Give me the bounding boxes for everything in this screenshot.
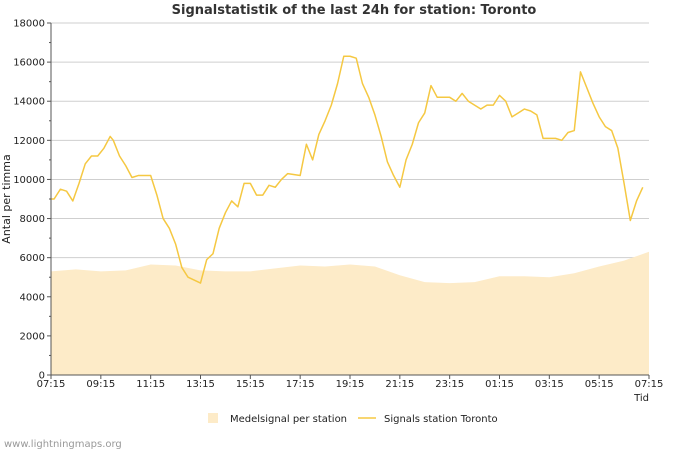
- series-line-toronto: [51, 55, 644, 284]
- y-tick-label: 8000: [20, 214, 45, 225]
- legend-label-0: Medelsignal per station: [230, 414, 347, 425]
- x-tick-label: 15:15: [236, 379, 265, 390]
- x-tick-label: 21:15: [385, 379, 414, 390]
- x-tick-label: 11:15: [136, 379, 165, 390]
- y-tick-label: 4000: [20, 292, 45, 303]
- y-tick-label: 10000: [13, 175, 45, 186]
- y-tick-label: 12000: [13, 136, 45, 147]
- credit-text: www.lightningmaps.org: [4, 439, 122, 450]
- x-tick-label: 07:15: [635, 379, 664, 390]
- x-tick-label: 01:15: [485, 379, 514, 390]
- y-tick-label: 2000: [20, 331, 45, 342]
- x-axis-label: Tid: [633, 393, 649, 404]
- y-tick-label: 14000: [13, 97, 45, 108]
- x-tick-label: 17:15: [286, 379, 315, 390]
- y-tick-label: 0: [39, 371, 45, 382]
- x-tick-label: 13:15: [186, 379, 215, 390]
- plot-area: 0 2000 4000 6000 8000 10000 12000 14000 16000 180…: [13, 19, 663, 391]
- x-tick-label: 07:15: [37, 379, 66, 390]
- legend: Medelsignal per station Signals station T…: [208, 413, 498, 425]
- legend-swatch-medelsignal: [208, 413, 218, 423]
- y-axis-label: Antal per timma: [0, 154, 13, 243]
- x-tick-label: 09:15: [86, 379, 115, 390]
- x-tick-label: 19:15: [336, 379, 365, 390]
- x-tick-label: 05:15: [585, 379, 614, 390]
- y-tick-label: 16000: [13, 58, 45, 69]
- x-tick-label: 23:15: [435, 379, 464, 390]
- y-tick-label: 6000: [20, 253, 45, 264]
- y-tick-label: 18000: [13, 19, 45, 30]
- legend-label-1: Signals station Toronto: [384, 414, 498, 425]
- chart-title: Signalstatistik of the last 24h for stat…: [172, 3, 537, 18]
- x-tick-label: 03:15: [535, 379, 564, 390]
